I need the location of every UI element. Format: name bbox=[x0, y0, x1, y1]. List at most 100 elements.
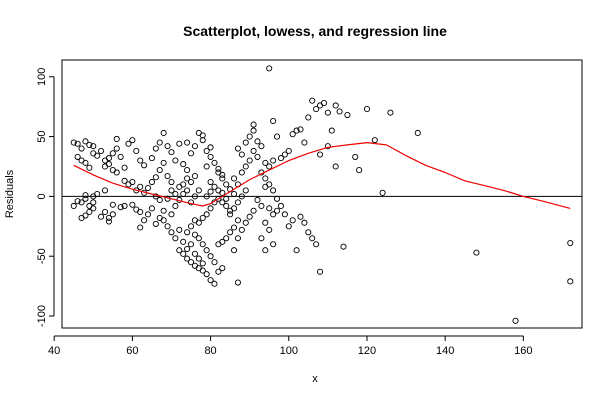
scatter-point bbox=[266, 65, 273, 72]
scatter-point bbox=[172, 190, 179, 198]
scatter-point bbox=[273, 195, 281, 202]
scatter-point bbox=[187, 223, 195, 230]
scatter-point bbox=[223, 195, 230, 202]
scatter-point bbox=[109, 211, 116, 218]
y-axis-label: Residuals bbox=[4, 169, 16, 218]
scatter-point bbox=[184, 245, 191, 253]
scatter-point bbox=[238, 226, 245, 233]
scatter-point bbox=[242, 163, 249, 170]
scatter-point bbox=[473, 249, 480, 256]
scatter-point bbox=[230, 224, 238, 231]
scatter-point bbox=[266, 163, 273, 170]
scatter-point bbox=[195, 235, 202, 242]
scatter-point bbox=[141, 162, 148, 169]
scatter-point bbox=[215, 195, 222, 202]
scatter-point bbox=[172, 202, 179, 210]
scatter-point bbox=[184, 229, 191, 236]
scatter-point bbox=[512, 317, 519, 324]
lowess-curve bbox=[73, 141, 571, 209]
scatter-point bbox=[219, 171, 226, 178]
scatter-point bbox=[285, 223, 292, 230]
scatter-point bbox=[184, 187, 191, 194]
scatter-point bbox=[246, 213, 253, 220]
scatter-point bbox=[324, 143, 331, 150]
scatter-point bbox=[262, 219, 269, 226]
scatter-point bbox=[320, 100, 328, 107]
scatter-point bbox=[160, 159, 167, 166]
scatter-point bbox=[70, 139, 77, 146]
x-tick-label: 40 bbox=[48, 345, 60, 357]
scatter-point bbox=[270, 187, 277, 194]
scatter-point bbox=[207, 277, 214, 284]
chart-title: Scatterplot, lowess, and regression line bbox=[183, 23, 447, 39]
scatter-point bbox=[187, 241, 195, 248]
scatter-point bbox=[203, 193, 210, 200]
scatter-point bbox=[203, 247, 210, 254]
scatter-point bbox=[219, 199, 226, 206]
scatter-point bbox=[180, 161, 187, 168]
scatter-point bbox=[262, 159, 269, 166]
scatter-point bbox=[176, 140, 183, 147]
scatter-point bbox=[293, 127, 300, 134]
scatter-point bbox=[164, 143, 171, 150]
scatter-point bbox=[180, 190, 187, 198]
scatter-point bbox=[262, 175, 269, 182]
scatter-point bbox=[207, 153, 214, 160]
scatter-point bbox=[86, 208, 93, 215]
scatter-point bbox=[121, 202, 128, 210]
scatter-point bbox=[254, 196, 261, 204]
scatter-point bbox=[101, 163, 109, 170]
scatter-point bbox=[328, 127, 335, 134]
scatter-point bbox=[266, 205, 273, 212]
scatter-point bbox=[176, 247, 183, 254]
scatter-point bbox=[336, 108, 343, 115]
scatter-point bbox=[223, 181, 230, 188]
scatter-point bbox=[121, 177, 128, 184]
scatter-point bbox=[113, 135, 120, 143]
scatter-point bbox=[203, 163, 210, 170]
scatter-point bbox=[180, 181, 187, 188]
scatter-point bbox=[82, 159, 89, 166]
scatter-point bbox=[105, 155, 112, 162]
scatter-point bbox=[266, 226, 273, 233]
scatter-point bbox=[211, 280, 218, 287]
scatter-point bbox=[285, 147, 292, 154]
scatter-point bbox=[82, 192, 89, 199]
scatter-point bbox=[219, 189, 226, 196]
scatter-point bbox=[168, 211, 175, 218]
scatter-point bbox=[203, 271, 210, 278]
scatter-point bbox=[90, 193, 97, 200]
scatter-point bbox=[176, 226, 183, 233]
scatter-point bbox=[352, 153, 359, 160]
scatter-point bbox=[324, 109, 331, 116]
scatter-point bbox=[305, 114, 312, 121]
scatter-point bbox=[82, 195, 89, 202]
scatter-point bbox=[316, 151, 324, 158]
scatter-point bbox=[82, 138, 89, 145]
scatter-point bbox=[227, 207, 234, 214]
scatter-point bbox=[187, 178, 195, 186]
plot-frame bbox=[61, 59, 583, 329]
scatter-point bbox=[242, 139, 249, 146]
plot-area bbox=[62, 65, 582, 324]
scatter-point bbox=[129, 137, 136, 144]
scatter-point bbox=[74, 140, 81, 147]
scatter-point bbox=[156, 196, 163, 204]
scatter-point bbox=[70, 202, 77, 210]
scatter-point bbox=[168, 229, 175, 236]
scatter-point bbox=[168, 187, 175, 194]
x-tick-label: 60 bbox=[126, 345, 138, 357]
scatter-point bbox=[191, 193, 198, 200]
scatter-point bbox=[223, 202, 230, 210]
scatter-point bbox=[98, 147, 105, 154]
scatter-point bbox=[152, 145, 159, 152]
scatter-point bbox=[270, 157, 277, 164]
scatter-point bbox=[109, 201, 116, 208]
scatter-point bbox=[215, 165, 222, 172]
scatter-point bbox=[250, 147, 257, 154]
scatter-point bbox=[191, 173, 198, 180]
scatter-point bbox=[90, 205, 97, 212]
scatter-point bbox=[211, 183, 218, 190]
scatter-point bbox=[332, 102, 339, 109]
scatter-point bbox=[238, 169, 245, 176]
